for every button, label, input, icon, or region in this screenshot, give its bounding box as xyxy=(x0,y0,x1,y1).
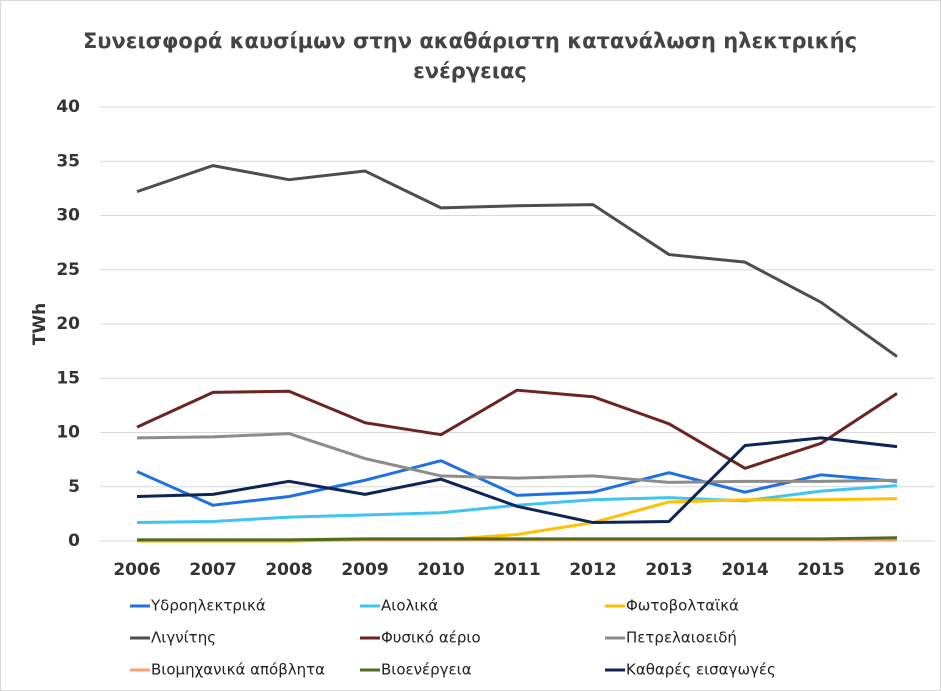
y-tick-label: 10 xyxy=(56,423,80,443)
x-tick-label: 2009 xyxy=(341,560,388,580)
legend-label: Φυσικό αέριο xyxy=(381,629,481,647)
legend-label: Υδροηλεκτρικά xyxy=(150,597,266,615)
y-tick-label: 0 xyxy=(68,531,80,551)
x-tick-label: 2011 xyxy=(493,560,540,580)
x-tick-label: 2016 xyxy=(873,560,920,580)
x-tick-label: 2007 xyxy=(189,560,236,580)
legend-label: Βιομηχανικά απόβλητα xyxy=(151,661,325,679)
x-tick-label: 2008 xyxy=(265,560,312,580)
y-tick-label: 35 xyxy=(56,151,80,171)
chart-title: Συνεισφορά καυσίμων στην ακαθάριστη κατα… xyxy=(83,29,857,53)
y-tick-label: 25 xyxy=(56,260,80,280)
series-line xyxy=(136,164,898,358)
legend-label: Καθαρές εισαγωγές xyxy=(626,661,776,679)
legend-label: Πετρελαιοειδή xyxy=(626,629,737,647)
x-tick-label: 2013 xyxy=(645,560,692,580)
y-tick-label: 20 xyxy=(56,314,80,334)
y-tick-label: 5 xyxy=(68,477,80,497)
legend-label: Λιγνίτης xyxy=(151,629,216,647)
y-axis-label: TWh xyxy=(30,303,50,345)
series-line xyxy=(136,459,898,507)
x-tick-label: 2012 xyxy=(569,560,616,580)
y-tick-label: 30 xyxy=(56,206,80,226)
legend-label: Φωτοβολταϊκά xyxy=(626,597,739,615)
legend-label: Αιολικά xyxy=(381,597,438,615)
x-tick-label: 2014 xyxy=(721,560,768,580)
series-line xyxy=(137,536,898,542)
x-tick-label: 2006 xyxy=(113,560,160,580)
x-tick-label: 2010 xyxy=(417,560,464,580)
y-tick-label: 15 xyxy=(56,368,80,388)
series-line xyxy=(136,436,898,525)
chart-title: ενέργειας xyxy=(413,59,527,83)
legend-label: Βιοενέργεια xyxy=(381,661,472,679)
series-line xyxy=(136,432,898,484)
y-tick-label: 40 xyxy=(56,97,80,117)
series-line xyxy=(136,388,898,470)
x-tick-label: 2015 xyxy=(797,560,844,580)
